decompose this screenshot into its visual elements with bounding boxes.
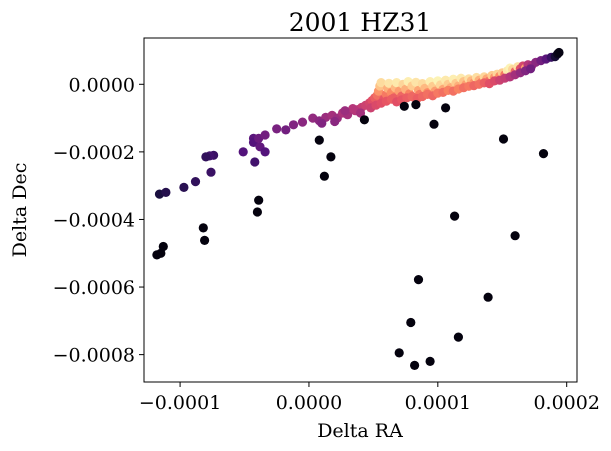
x-axis: −0.0001 0.0000 0.0001 0.0002 bbox=[139, 382, 600, 414]
data-point bbox=[260, 147, 270, 157]
data-point bbox=[399, 101, 409, 111]
data-point bbox=[394, 348, 404, 358]
x-tick-label: −0.0001 bbox=[139, 392, 221, 414]
y-tick-label: 0.0000 bbox=[69, 74, 135, 96]
data-point bbox=[376, 78, 386, 88]
data-point bbox=[453, 332, 463, 342]
x-axis-label: Delta RA bbox=[317, 420, 403, 442]
data-point bbox=[297, 117, 308, 127]
y-axis-label: Delta Dec bbox=[9, 163, 31, 258]
y-tick-label: −0.0008 bbox=[53, 345, 135, 367]
data-point bbox=[441, 103, 451, 113]
data-point bbox=[326, 152, 336, 162]
data-point bbox=[200, 235, 210, 245]
data-point bbox=[272, 124, 282, 134]
data-point bbox=[198, 223, 208, 233]
data-point bbox=[526, 64, 536, 74]
data-point bbox=[206, 167, 216, 177]
data-point bbox=[250, 157, 260, 167]
data-point bbox=[281, 125, 291, 135]
data-point bbox=[554, 47, 564, 58]
y-axis: 0.0000 −0.0002 −0.0004 −0.0006 −0.0008 bbox=[53, 74, 144, 367]
data-point bbox=[317, 118, 327, 128]
plot-frame bbox=[143, 37, 578, 383]
y-tick-label: −0.0004 bbox=[53, 209, 135, 231]
data-point bbox=[158, 241, 168, 252]
x-tick-label: 0.0001 bbox=[405, 392, 471, 414]
data-point bbox=[406, 317, 416, 328]
data-point bbox=[260, 130, 270, 140]
data-point bbox=[425, 356, 435, 366]
data-point bbox=[429, 119, 439, 129]
data-point bbox=[510, 231, 520, 241]
data-point bbox=[498, 134, 509, 144]
chart-title: 2001 HZ31 bbox=[289, 8, 432, 37]
x-tick-label: 0.0002 bbox=[533, 392, 599, 414]
data-point bbox=[161, 187, 171, 197]
data-point bbox=[538, 149, 549, 159]
data-point bbox=[252, 207, 262, 217]
data-point bbox=[330, 116, 340, 127]
data-point bbox=[254, 195, 264, 205]
data-point bbox=[483, 292, 493, 302]
data-point bbox=[359, 115, 369, 125]
data-point bbox=[450, 211, 460, 221]
y-tick-label: −0.0002 bbox=[53, 142, 135, 164]
data-point bbox=[190, 177, 201, 187]
data-point bbox=[413, 275, 424, 285]
data-points bbox=[152, 47, 564, 370]
data-point bbox=[410, 360, 420, 370]
data-point bbox=[319, 171, 329, 181]
data-point bbox=[238, 147, 248, 157]
data-point bbox=[314, 135, 324, 145]
data-point bbox=[179, 182, 189, 192]
data-point bbox=[355, 108, 366, 118]
data-point bbox=[384, 78, 394, 88]
data-point bbox=[411, 100, 421, 110]
data-point bbox=[201, 152, 211, 162]
data-point bbox=[288, 120, 299, 130]
y-tick-label: −0.0006 bbox=[53, 277, 135, 299]
data-point bbox=[340, 106, 350, 116]
x-tick-label: 0.0000 bbox=[276, 392, 342, 414]
